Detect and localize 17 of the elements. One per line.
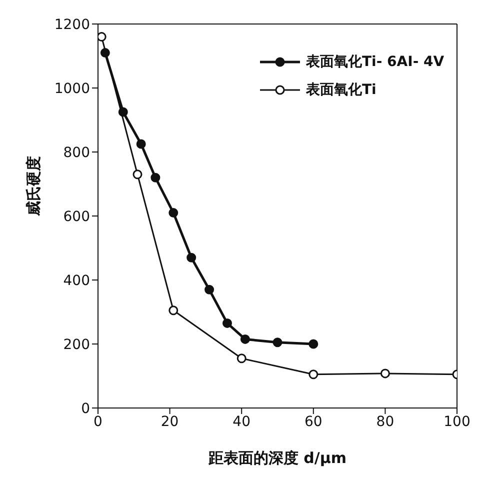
legend-label: 表面氧化Ti (306, 81, 376, 99)
y-tick-label: 600 (63, 208, 90, 225)
x-tick-label: 100 (444, 414, 470, 430)
y-tick-label: 1000 (54, 80, 90, 97)
legend-label: 表面氧化Ti- 6AI- 4V (306, 53, 444, 71)
x-tick-label: 60 (304, 414, 322, 430)
x-axis-title: 距表面的深度 d/μm (207, 449, 347, 467)
x-tick-label: 20 (160, 414, 179, 430)
y-tick-label: 800 (63, 144, 90, 161)
x-tick-label: 80 (376, 414, 394, 430)
x-tick-label: 40 (232, 414, 251, 430)
y-tick-label: 0 (81, 400, 90, 417)
y-tick-label: 200 (63, 336, 90, 353)
y-axis-title: 威氏硬度 (24, 156, 42, 217)
y-tick-label: 1200 (54, 16, 90, 33)
y-tick-label: 400 (63, 272, 90, 289)
x-tick-label: 0 (94, 414, 102, 430)
